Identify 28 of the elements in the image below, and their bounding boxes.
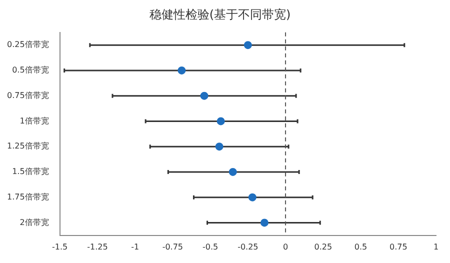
- x-tick-label: 0.75: [389, 242, 408, 252]
- x-tick-label: -1.5: [52, 242, 68, 252]
- y-tick-label: 0.75倍带宽: [7, 90, 49, 100]
- x-tick-label: -0.5: [202, 242, 218, 252]
- y-tick-label: 1.25倍带宽: [7, 142, 49, 151]
- y-tick-label: 1.75倍带宽: [7, 192, 49, 202]
- x-tick-label: -0.25: [238, 242, 258, 252]
- x-tick-label: -1.25: [87, 242, 108, 252]
- x-tick-label: 0: [282, 242, 288, 252]
- y-tick-label: 0.25倍带宽: [7, 40, 49, 50]
- point: [260, 218, 268, 227]
- point: [215, 142, 224, 151]
- x-tick-label: 0.5: [354, 242, 368, 252]
- x-tick-label: 0.25: [314, 242, 332, 252]
- point: [178, 66, 186, 74]
- y-tick-label: 1倍带宽: [20, 116, 49, 126]
- point: [228, 168, 237, 176]
- point: [248, 193, 256, 202]
- y-tick-label: 1.5倍带宽: [12, 167, 49, 176]
- x-tick-label: -0.75: [162, 242, 184, 252]
- y-tick-label: 0.5倍带宽: [12, 66, 49, 75]
- y-tick-label: 2倍带宽: [20, 218, 49, 227]
- point: [200, 92, 208, 100]
- point: [216, 117, 225, 126]
- chart-title: 稳健性检验(基于不同带宽): [149, 7, 291, 22]
- point: [244, 41, 252, 50]
- x-tick-label: 1: [433, 242, 439, 252]
- x-tick-label: -1: [131, 242, 140, 252]
